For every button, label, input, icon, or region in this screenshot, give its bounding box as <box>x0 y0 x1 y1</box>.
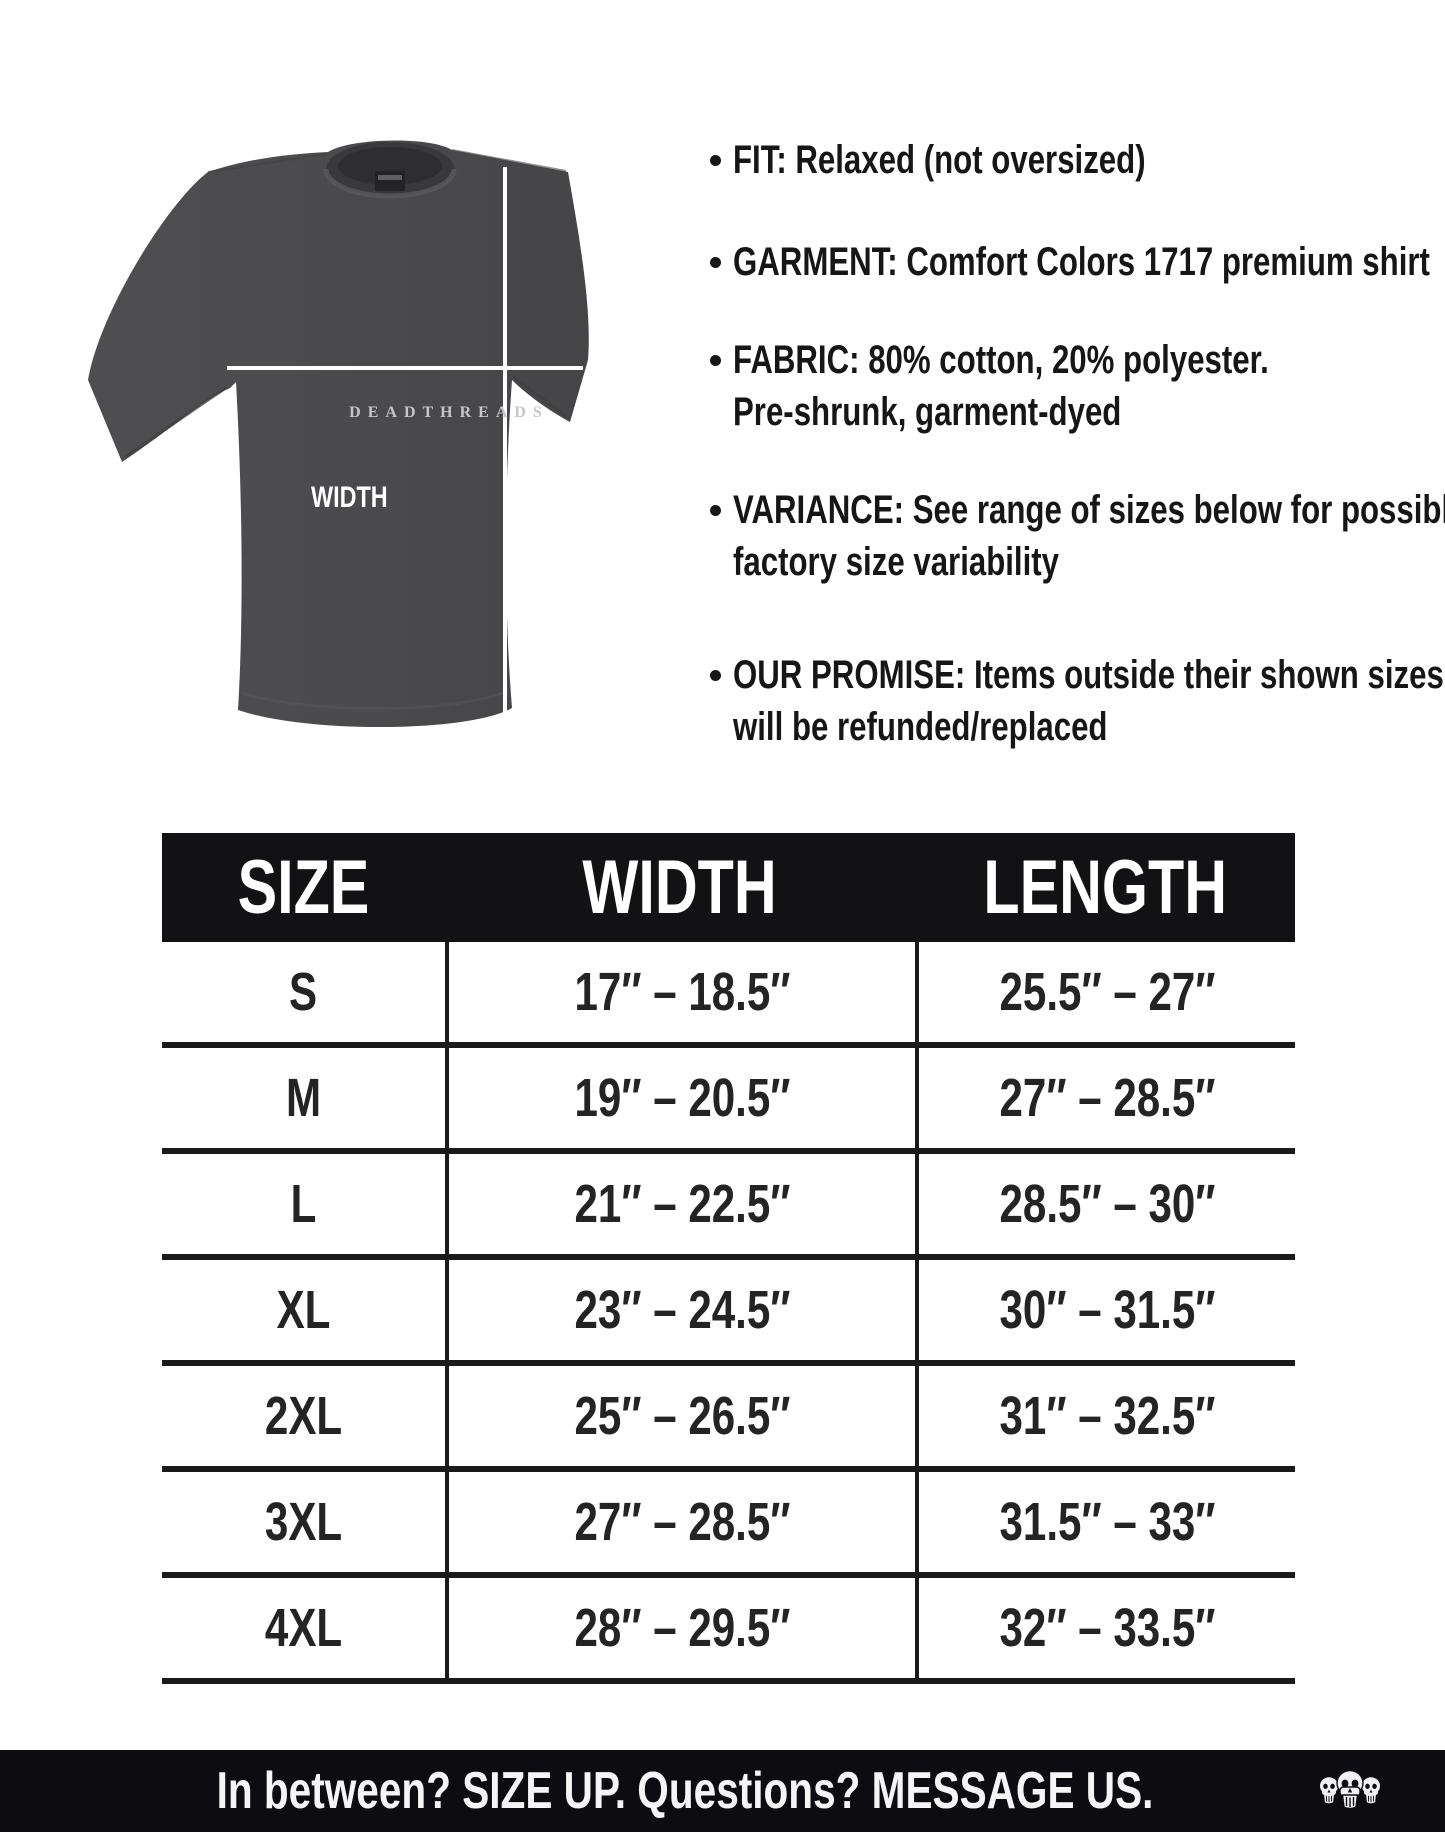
length-range: 25.5″ – 27″ <box>998 962 1216 1022</box>
bullet-garment-text: GARMENT: Comfort Colors 1717 premium shi… <box>733 240 1430 284</box>
bullet-dot <box>710 355 721 366</box>
bullet-garment: GARMENT: Comfort Colors 1717 premium shi… <box>710 236 1445 288</box>
size-table: SIZE WIDTH LENGTH S 17″ – 18.5″ 25.5″ – … <box>162 833 1295 1684</box>
bullet-promise-line2: will be refunded/replaced <box>733 705 1108 749</box>
length-range: 31.5″ – 33″ <box>998 1492 1216 1552</box>
tshirt-illustration <box>88 140 589 733</box>
bullet-dot <box>710 670 721 681</box>
length-range: 30″ – 31.5″ <box>998 1280 1216 1340</box>
size-value: M <box>285 1068 322 1128</box>
table-row-xl: XL 23″ – 24.5″ 30″ – 31.5″ <box>162 1260 1295 1366</box>
width-range: 28″ – 29.5″ <box>573 1598 791 1658</box>
size-value: S <box>289 962 318 1022</box>
shirt-brand-print: DEADTHREADS <box>349 404 549 421</box>
triple-skull-logo-icon <box>1319 1769 1381 1810</box>
width-range: 17″ – 18.5″ <box>573 962 791 1022</box>
bullet-promise-line1: OUR PROMISE: Items outside their shown s… <box>733 653 1444 697</box>
width-range: 21″ – 22.5″ <box>573 1174 791 1234</box>
neck-tag <box>375 171 405 191</box>
size-table-header: SIZE WIDTH LENGTH <box>162 833 1295 942</box>
header-size: SIZE <box>237 845 370 930</box>
tshirt-body <box>88 140 589 728</box>
width-range: 25″ – 26.5″ <box>573 1386 791 1446</box>
table-row-3xl: 3XL 27″ – 28.5″ 31.5″ – 33″ <box>162 1472 1295 1578</box>
bullet-fabric: FABRIC: 80% cotton, 20% polyester. Pre-s… <box>710 334 1420 438</box>
bullet-variance: VARIANCE: See range of sizes below for p… <box>710 484 1445 588</box>
bullet-variance-line2: factory size variability <box>733 540 1060 584</box>
footer-message: In between? SIZE UP. Questions? MESSAGE … <box>216 1762 1154 1820</box>
length-range: 28.5″ – 30″ <box>998 1174 1216 1234</box>
table-row-2xl: 2XL 25″ – 26.5″ 31″ – 32.5″ <box>162 1366 1295 1472</box>
size-value: 2XL <box>264 1386 343 1446</box>
bullet-fit-text: FIT: Relaxed (not oversized) <box>733 138 1146 182</box>
bullet-promise: OUR PROMISE: Items outside their shown s… <box>710 649 1445 753</box>
bullet-variance-line1: VARIANCE: See range of sizes below for p… <box>733 488 1445 532</box>
footer-bar: In between? SIZE UP. Questions? MESSAGE … <box>0 1750 1445 1832</box>
width-measure-label: WIDTH <box>311 481 388 514</box>
bullet-dot <box>710 257 721 268</box>
table-row-s: S 17″ – 18.5″ 25.5″ – 27″ <box>162 942 1295 1048</box>
size-value: 4XL <box>264 1598 343 1658</box>
width-range: 27″ – 28.5″ <box>573 1492 791 1552</box>
table-row-4xl: 4XL 28″ – 29.5″ 32″ – 33.5″ <box>162 1578 1295 1684</box>
size-value: XL <box>276 1280 331 1340</box>
bullet-dot <box>710 155 721 166</box>
header-length: LENGTH <box>983 845 1227 930</box>
width-range: 23″ – 24.5″ <box>573 1280 791 1340</box>
size-value: L <box>290 1174 317 1234</box>
length-measure-label: LENGTH <box>567 571 600 671</box>
bullet-dot <box>710 505 721 516</box>
table-row-l: L 21″ – 22.5″ 28.5″ – 30″ <box>162 1154 1295 1260</box>
width-range: 19″ – 20.5″ <box>573 1068 791 1128</box>
length-range: 31″ – 32.5″ <box>998 1386 1216 1446</box>
bullet-fit: FIT: Relaxed (not oversized) <box>710 134 1262 186</box>
bullet-fabric-line2: Pre-shrunk, garment-dyed <box>733 390 1122 434</box>
bullet-fabric-line1: FABRIC: 80% cotton, 20% polyester. <box>733 338 1269 382</box>
size-value: 3XL <box>264 1492 343 1552</box>
table-row-m: M 19″ – 20.5″ 27″ – 28.5″ <box>162 1048 1295 1154</box>
header-width: WIDTH <box>582 845 778 930</box>
length-range: 27″ – 28.5″ <box>998 1068 1216 1128</box>
length-range: 32″ – 33.5″ <box>998 1598 1216 1658</box>
tshirt-measurement-graphic: DEADTHREADS WIDTH LENGTH <box>55 105 605 765</box>
